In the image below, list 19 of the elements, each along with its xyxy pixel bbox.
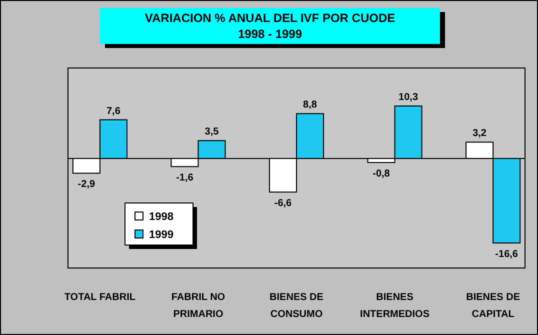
data-label: -2,9 xyxy=(78,179,96,190)
data-label: -0,8 xyxy=(372,168,390,180)
chart-subtitle: 1998 - 1999 xyxy=(238,27,302,41)
data-label: 3,5 xyxy=(204,126,220,138)
data-label: 8,8 xyxy=(303,100,318,111)
legend-label: 1998 xyxy=(149,211,174,223)
x-tick-label: BIENES DE CONSUMO xyxy=(270,292,324,320)
x-tick-label: TOTAL FABRIL xyxy=(64,292,136,303)
x-tick-label: FABRIL NO PRIMARIO xyxy=(171,292,226,320)
data-label: 7,6 xyxy=(106,106,121,117)
data-label: 3,2 xyxy=(472,128,487,140)
data-label: -16,6 xyxy=(495,249,518,260)
x-tick-label: BIENES DE CAPITAL xyxy=(466,292,520,320)
x-tick-label: BIENES INTERMEDIOS xyxy=(360,292,430,320)
data-label: 10,3 xyxy=(398,92,418,103)
legend-label: 1999 xyxy=(149,229,174,241)
chart-title: VARIACION % ANUAL DEL IVF POR CUODE xyxy=(144,11,396,25)
data-label: -6,6 xyxy=(274,198,292,210)
data-label: -1,6 xyxy=(176,172,194,184)
